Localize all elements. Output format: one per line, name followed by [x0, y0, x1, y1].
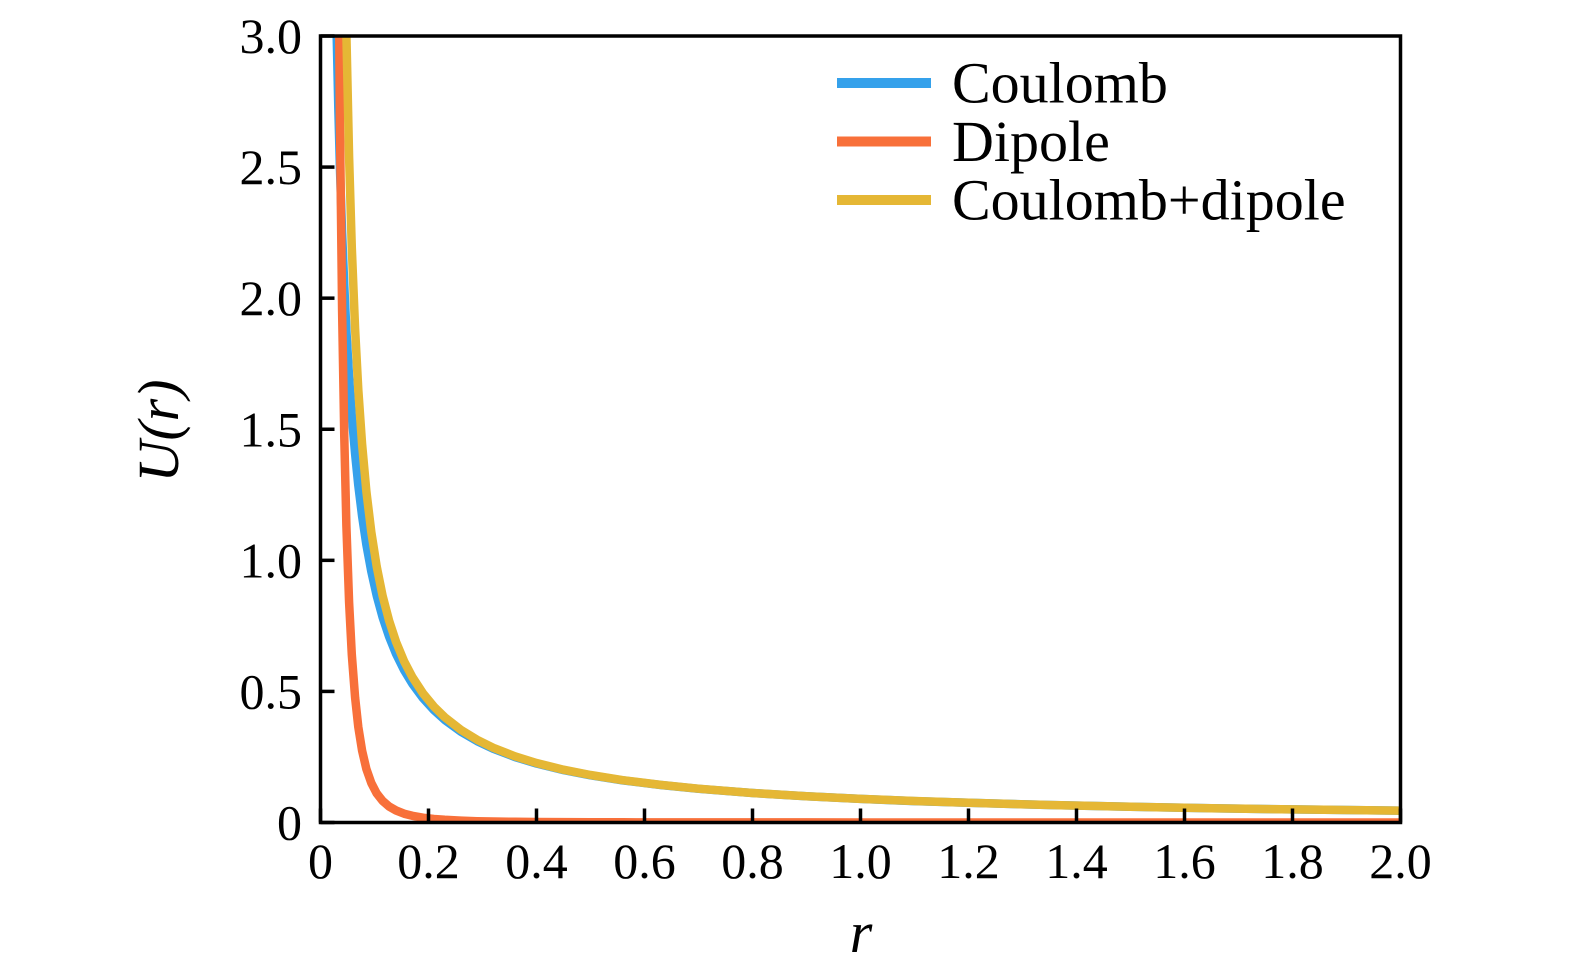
x-tick-label: 0.2: [397, 833, 460, 889]
x-tick-label: 0: [308, 833, 333, 889]
curve-group: [332, 36, 1401, 823]
curve-coulomb-dipole: [342, 36, 1401, 815]
curve-dipole: [335, 36, 1401, 823]
tick-marks: [318, 34, 1403, 825]
x-tick-label: 1.6: [1153, 833, 1216, 889]
y-tick-label: 0: [277, 795, 302, 851]
y-tick-label: 3.0: [240, 8, 303, 64]
legend-label-2: Dipole: [952, 109, 1110, 174]
tick-labels: 0 0.2 0.4 0.6 0.8 1.0 1.2 1.4 1.6 1.8 2.0 0 0.5 1.0 1.…: [240, 8, 1432, 889]
x-tick-label: 1.0: [829, 833, 892, 889]
y-axis-label: U(r): [126, 379, 191, 482]
y-tick-label: 2.0: [240, 270, 303, 326]
x-tick-label: 1.4: [1045, 833, 1108, 889]
x-tick-label: 0.6: [613, 833, 676, 889]
legend-label-3: Coulomb+dipole: [952, 168, 1346, 233]
y-tick-label: 2.5: [240, 139, 303, 195]
y-tick-label: 1.5: [240, 401, 303, 457]
x-tick-label: 1.8: [1261, 833, 1324, 889]
x-tick-label: 0.8: [721, 833, 784, 889]
x-axis-label: r: [850, 900, 873, 965]
x-tick-label: 1.2: [937, 833, 1000, 889]
y-tick-label: 1.0: [240, 532, 303, 588]
y-tick-label: 0.5: [240, 663, 303, 719]
plot-frame: [318, 34, 1403, 825]
x-tick-label: 0.4: [505, 833, 568, 889]
x-tick-label: 2.0: [1369, 833, 1432, 889]
curve-coulomb: [332, 36, 1401, 815]
legend-label-1: Coulomb: [952, 51, 1168, 116]
